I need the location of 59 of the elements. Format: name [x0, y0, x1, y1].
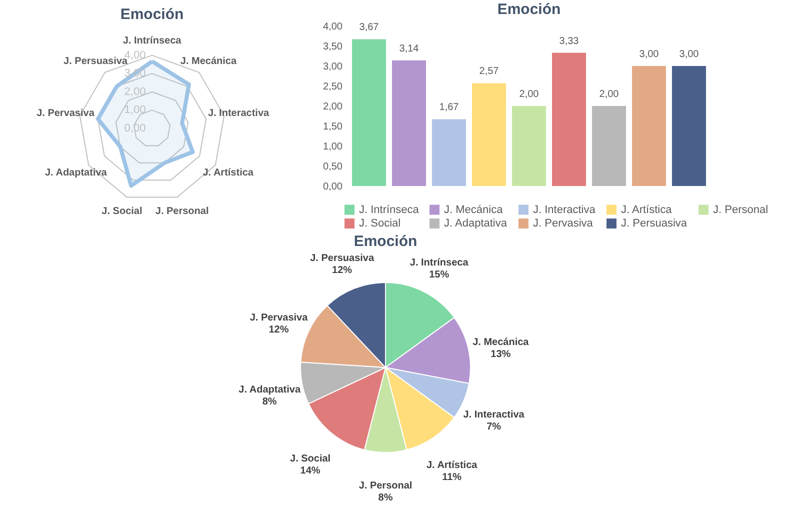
text: 2,00: [599, 89, 619, 100]
legend-label: J. Pervasiva: [533, 218, 594, 230]
y-tick-label: 0,50: [323, 162, 343, 172]
data-label: 7%: [486, 421, 502, 432]
spoke-label: J. Social: [102, 206, 142, 218]
y-tick-label: 0,00: [124, 122, 146, 134]
text: 1,67: [439, 102, 459, 114]
data-label: 11%: [442, 472, 462, 484]
data-label: 8%: [378, 492, 393, 504]
slice-label: J. Personal: [358, 480, 412, 492]
y-tick-label: 4,00: [323, 22, 343, 32]
y-tick-label: 0,00: [323, 182, 343, 192]
spoke-label: J. Interactiva: [208, 108, 270, 120]
legend-label: J. Mecánica: [444, 204, 504, 216]
text: 3,14: [399, 43, 419, 54]
y-tick-label: 2,50: [323, 82, 343, 92]
text: 3,33: [559, 36, 579, 47]
spoke-label: J. Pervasiva: [36, 108, 95, 120]
slice-label: J. Persuasiva: [310, 252, 374, 264]
data-label: 15%: [429, 269, 450, 280]
text: 2,57: [479, 66, 499, 78]
chart-title: Emoción: [354, 232, 418, 250]
slice-label: J. Social: [290, 453, 331, 464]
data-label: 13%: [490, 348, 511, 360]
data-label: 12%: [332, 264, 352, 276]
slice-label: J. Interactiva: [463, 409, 525, 420]
spoke-label: J. Mecánica: [180, 56, 237, 68]
legend-label: J. Intrínseca: [359, 204, 420, 216]
chart-title: Emoción: [120, 6, 184, 23]
slice-label: J. Artística: [426, 460, 478, 472]
legend-label: J. Personal: [713, 204, 768, 216]
legend-label: J. Adaptativa: [444, 218, 508, 230]
legend-label: J. Persuasiva: [621, 218, 688, 230]
y-tick-label: 1,50: [323, 122, 343, 132]
legend-label: J. Interactiva: [533, 204, 596, 216]
data-label: 8%: [262, 396, 277, 408]
slice-label: J. Pervasiva: [250, 312, 308, 324]
data-label: 14%: [300, 465, 320, 476]
y-tick-label: 1,00: [124, 104, 146, 116]
slice-label: J. Adaptativa: [238, 384, 301, 396]
text: 2,00: [519, 89, 539, 100]
spoke-label: J. Adaptativa: [44, 167, 108, 178]
spoke-label: J. Intrínseca: [122, 36, 182, 47]
spoke-label: J. Artística: [202, 167, 254, 178]
y-tick-label: 1,00: [323, 142, 343, 152]
text: 3,00: [639, 49, 659, 60]
y-tick-label: 3,00: [323, 62, 343, 72]
data-label: 12%: [268, 324, 289, 336]
y-tick-label: 2,00: [323, 102, 343, 112]
y-tick-label: 2,00: [124, 86, 146, 98]
chart-title: Emoción: [497, 1, 561, 18]
slice-label: J. Mecánica: [472, 336, 530, 348]
legend-label: J. Social: [359, 218, 401, 230]
text: 3,00: [679, 49, 699, 60]
slice-label: J. Intrínseca: [410, 257, 469, 268]
y-tick-label: 3,50: [323, 42, 343, 52]
spoke-label: J. Personal: [155, 206, 209, 218]
text: 3,67: [359, 22, 379, 34]
legend-label: J. Artística: [621, 204, 673, 216]
